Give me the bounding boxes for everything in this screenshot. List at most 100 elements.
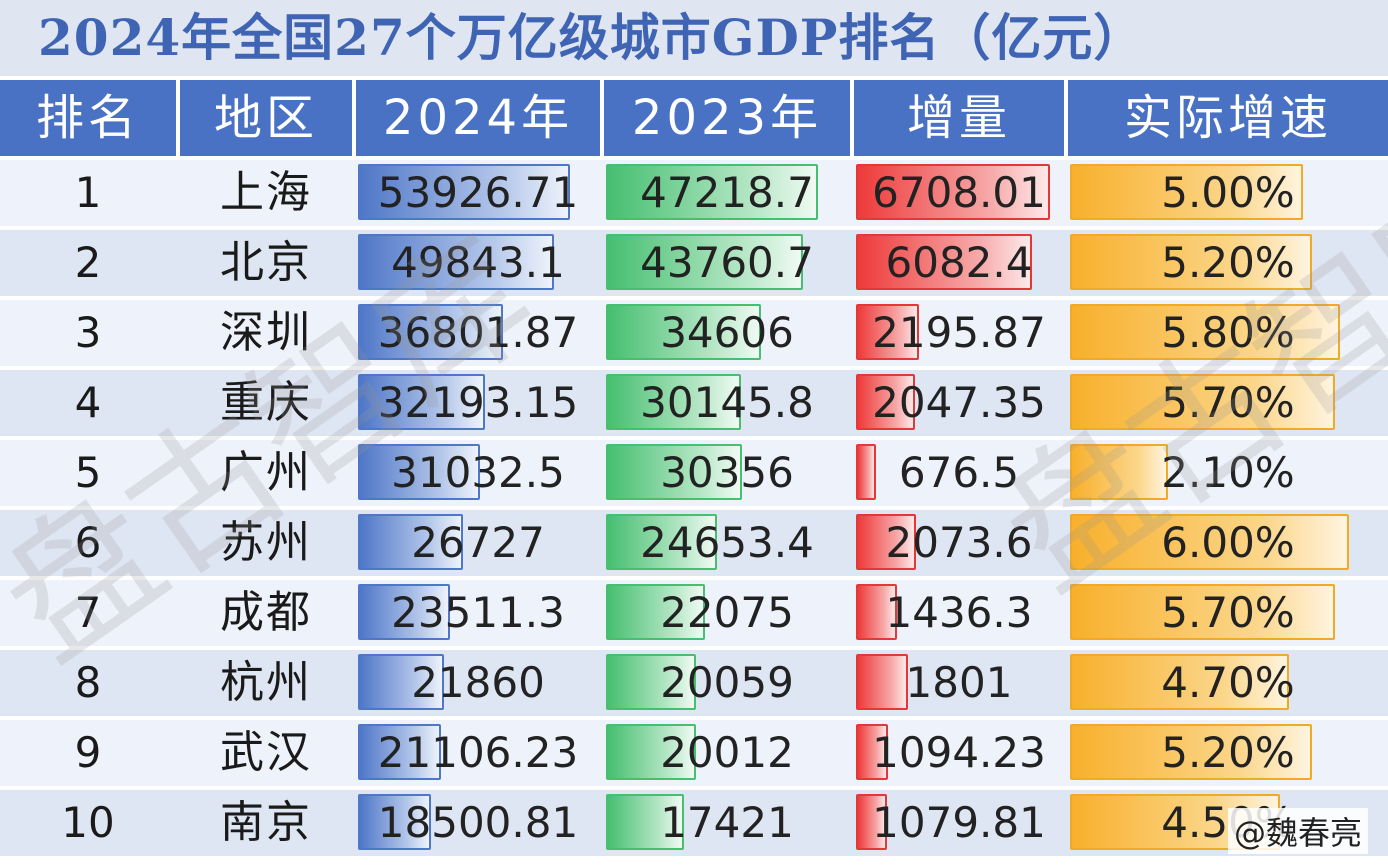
gdp2023-value: 24653.4 [640,518,814,567]
gdp2024-value: 26727 [411,518,545,567]
city-cell: 深圳 [220,307,312,358]
gdp2023-value: 30145.8 [640,378,814,427]
gdp2024-bar [358,724,441,780]
city-cell: 成都 [220,587,312,638]
city-cell: 南京 [220,797,312,848]
gdp2024-bar [358,794,431,850]
increase-value: 676.5 [898,448,1020,497]
rank-cell: 9 [74,728,102,777]
gdp2023-bar [606,794,684,850]
table-row: 5 广州 31032.5 30356 676.5 2.10% [0,440,1388,506]
increase-value: 1801 [905,658,1013,707]
gdp2023-value: 34606 [660,308,794,357]
gdp2024-value: 21860 [411,658,545,707]
growth-bar [1070,584,1335,640]
growth-bar [1070,304,1340,360]
table-row: 3 深圳 36801.87 34606 2195.87 5.80% [0,300,1388,366]
gdp2024-value: 36801.87 [377,308,579,357]
gdp2023-value: 20012 [660,728,794,777]
rank-cell: 8 [74,658,102,707]
gdp2024-value: 31032.5 [391,448,565,497]
table-row: 2 北京 49843.1 43760.7 6082.4 5.20% [0,230,1388,296]
increase-bar [856,164,1050,220]
table-row: 4 重庆 32193.15 30145.8 2047.35 5.70% [0,370,1388,436]
city-cell: 苏州 [220,517,312,568]
gdp2023-bar [606,164,818,220]
gdp2024-value: 18500.81 [377,798,579,847]
rank-cell: 6 [74,518,102,567]
gdp2024-value: 49843.1 [391,238,565,287]
header-rank: 排名 [0,80,176,156]
growth-bar [1070,724,1312,780]
growth-bar [1070,654,1289,710]
increase-value: 1079.81 [872,798,1046,847]
gdp2023-value: 20059 [660,658,794,707]
gdp2023-bar [606,584,705,640]
increase-value: 2195.87 [872,308,1046,357]
increase-bar [856,654,908,710]
table-row: 1 上海 53926.71 47218.7 6708.01 5.00% [0,160,1388,226]
author-credit: @魏春亮 [1227,808,1368,854]
gdp2024-bar [358,234,554,290]
gdp2024-bar [358,584,450,640]
increase-bar [856,304,919,360]
header-city: 地区 [180,80,352,156]
growth-value: 5.80% [1161,308,1295,357]
growth-value: 4.70% [1161,658,1295,707]
city-cell: 广州 [220,447,312,498]
gdp2023-bar [606,514,717,570]
city-cell: 北京 [220,237,312,288]
gdp2023-value: 17421 [660,798,794,847]
increase-value: 1094.23 [872,728,1046,777]
gdp2023-bar [606,374,741,430]
rank-cell: 10 [61,798,115,847]
growth-value: 5.00% [1161,168,1295,217]
rank-cell: 5 [74,448,102,497]
gdp2024-value: 23511.3 [391,588,565,637]
rank-cell: 2 [74,238,102,287]
rank-cell: 1 [74,168,102,217]
city-cell: 武汉 [220,727,312,778]
header-increase: 增量 [854,80,1064,156]
gdp2024-value: 53926.71 [377,168,579,217]
growth-value: 6.00% [1161,518,1295,567]
growth-value: 5.70% [1161,378,1295,427]
gdp2024-value: 32193.15 [377,378,579,427]
gdp2023-bar [606,444,742,500]
gdp2024-bar [358,374,485,430]
increase-bar [856,444,876,500]
growth-value: 5.20% [1161,728,1295,777]
increase-value: 1436.3 [885,588,1033,637]
gdp2023-value: 30356 [660,448,794,497]
rank-cell: 7 [74,588,102,637]
city-cell: 杭州 [220,657,312,708]
growth-bar [1070,444,1168,500]
growth-value: 5.20% [1161,238,1295,287]
increase-bar [856,514,916,570]
increase-value: 2047.35 [872,378,1046,427]
gdp2024-bar [358,304,503,360]
gdp2023-value: 43760.7 [640,238,814,287]
gdp2023-bar [606,724,696,780]
table-row: 9 武汉 21106.23 20012 1094.23 5.20% [0,720,1388,786]
header-gdp2024: 2024年 [356,80,600,156]
increase-bar [856,584,897,640]
table-row: 8 杭州 21860 20059 1801 4.70% [0,650,1388,716]
gdp2023-value: 22075 [660,588,794,637]
city-cell: 上海 [220,167,312,218]
table-row: 6 苏州 26727 24653.4 2073.6 6.00% [0,510,1388,576]
increase-value: 2073.6 [885,518,1033,567]
growth-value: 2.10% [1161,448,1295,497]
gdp2023-value: 47218.7 [640,168,814,217]
rank-cell: 3 [74,308,102,357]
rank-cell: 4 [74,378,102,427]
chart-title: 2024年全国27个万亿级城市GDP排名（亿元） [0,0,1388,76]
city-cell: 重庆 [220,377,312,428]
growth-bar [1070,164,1303,220]
increase-bar [856,794,887,850]
gdp2024-bar [358,164,570,220]
growth-bar [1070,374,1335,430]
gdp2023-bar [606,304,761,360]
